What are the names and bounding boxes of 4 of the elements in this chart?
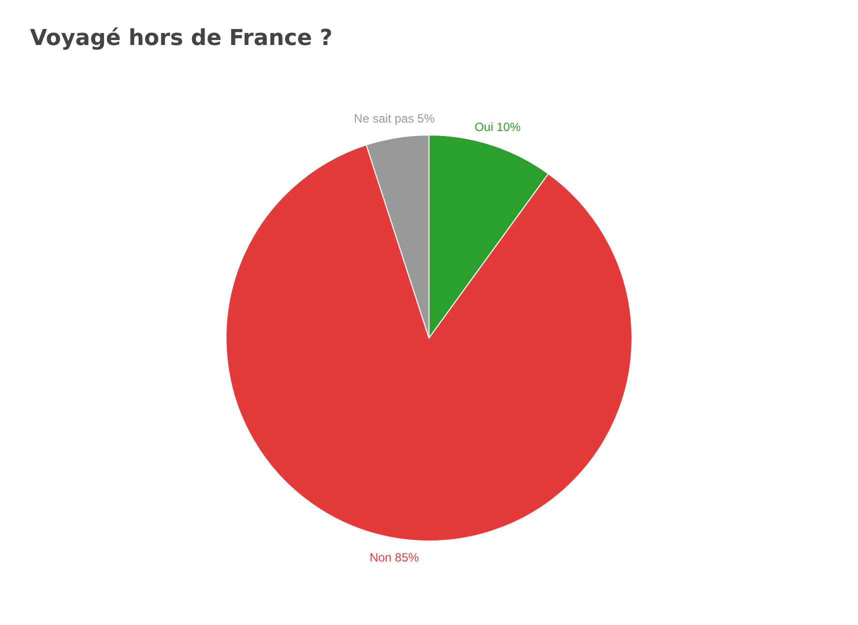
slice-label: Ne sait pas 5% [354,112,435,126]
chart-title: Voyagé hors de France ? [30,26,333,51]
slice-label: Oui 10% [474,120,521,134]
slice-label: Non 85% [370,550,420,564]
